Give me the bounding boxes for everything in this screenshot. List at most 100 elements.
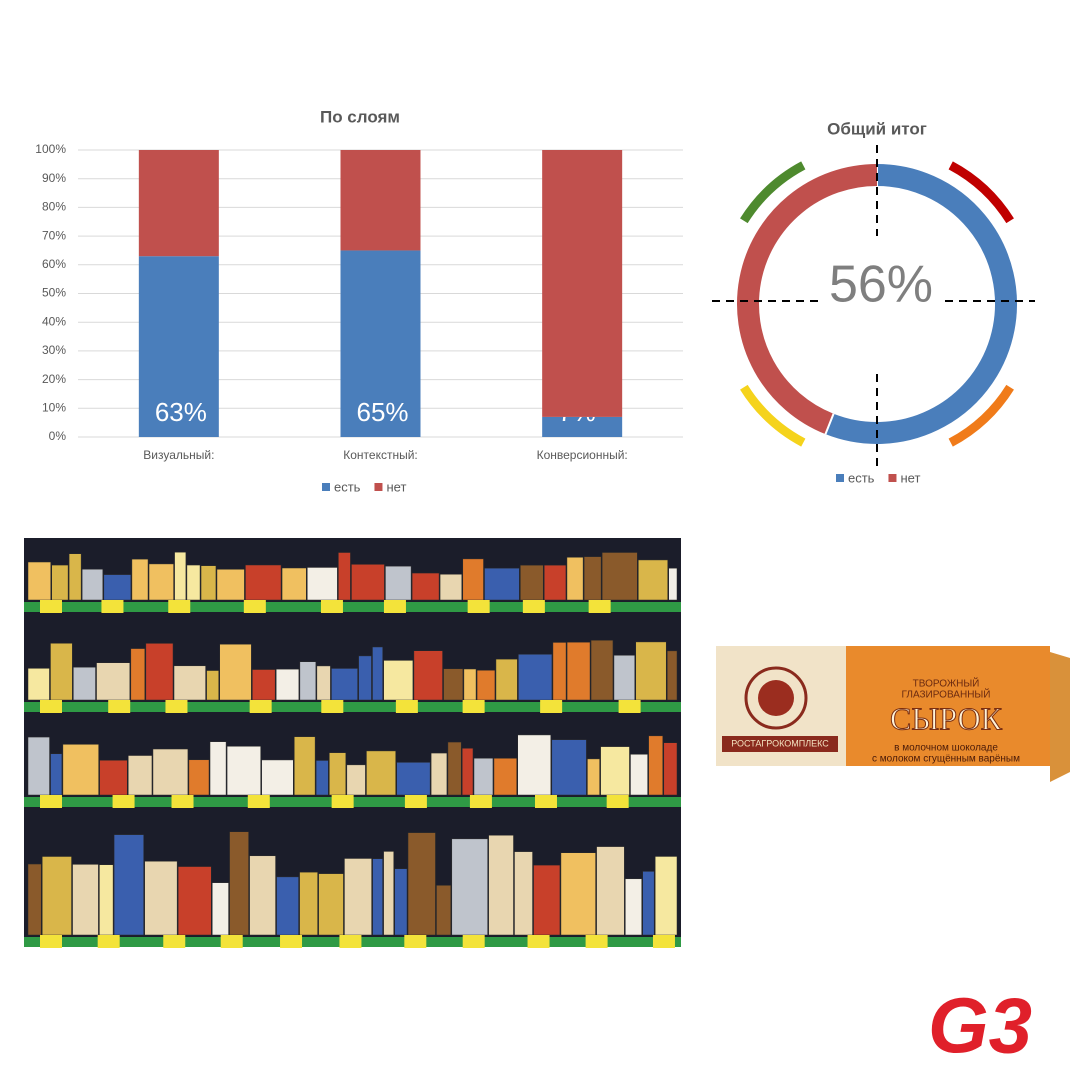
product <box>514 852 532 935</box>
y-tick-label: 30% <box>42 343 66 357</box>
legend-swatch <box>322 483 330 491</box>
product <box>649 736 663 795</box>
product <box>132 559 148 600</box>
product <box>329 753 346 795</box>
product <box>262 760 294 795</box>
legend-label: нет <box>386 479 406 494</box>
bar-segment <box>542 150 622 417</box>
price-tag <box>463 935 485 948</box>
product <box>300 872 318 935</box>
legend-label: нет <box>900 470 920 485</box>
price-tag <box>523 600 545 613</box>
product <box>28 737 50 795</box>
product <box>444 669 463 700</box>
price-tag <box>40 700 62 713</box>
product <box>276 669 299 700</box>
product <box>210 742 226 795</box>
price-tag <box>384 600 406 613</box>
product <box>230 832 249 935</box>
price-tag <box>165 700 187 713</box>
product <box>28 864 41 935</box>
product <box>69 554 81 600</box>
product <box>252 670 275 700</box>
price-tag <box>108 700 130 713</box>
product <box>307 567 337 600</box>
product <box>317 666 331 700</box>
product <box>602 553 637 600</box>
product <box>338 553 350 600</box>
product <box>414 651 443 700</box>
price-tag <box>280 935 302 948</box>
product <box>366 751 395 795</box>
product <box>667 651 677 700</box>
y-tick-label: 10% <box>42 400 66 414</box>
product <box>99 865 113 935</box>
price-tag <box>163 935 185 948</box>
price-tag <box>321 600 343 613</box>
product <box>28 668 49 700</box>
product <box>319 874 344 935</box>
price-tag <box>168 600 190 613</box>
product <box>217 569 244 600</box>
product <box>250 856 276 935</box>
product <box>561 853 596 935</box>
product <box>567 557 583 600</box>
product <box>282 568 306 600</box>
product <box>153 749 188 795</box>
product <box>73 864 99 935</box>
product <box>114 835 144 935</box>
x-tick-label: Визуальный: <box>143 448 214 462</box>
data-label: 63% <box>155 397 207 427</box>
product <box>220 644 252 700</box>
box-emblem <box>758 680 794 716</box>
product-box: РОСТАГРОКОМПЛЕКС ТВОРОЖНЫЙ ГЛАЗИРОВАННЫЙ… <box>716 646 1070 782</box>
box-name: СЫРОК <box>890 700 1003 736</box>
price-tag <box>535 795 557 808</box>
price-tag <box>172 795 194 808</box>
price-tag <box>528 935 550 948</box>
center-label: 56% <box>829 256 933 314</box>
box-text: ГЛАЗИРОВАННЫЙ <box>902 688 991 701</box>
product <box>82 569 103 600</box>
price-tag <box>101 600 123 613</box>
chart-title: Общий итог <box>827 119 927 138</box>
product <box>344 858 371 935</box>
box-brand: РОСТАГРОКОМПЛЕКС <box>731 738 829 748</box>
price-tag <box>40 600 62 613</box>
product <box>175 552 186 600</box>
product <box>462 748 473 795</box>
product <box>395 869 407 935</box>
box-text: в молочном шоколаде <box>894 743 998 754</box>
product <box>520 565 543 600</box>
product <box>384 851 394 935</box>
product <box>178 867 211 935</box>
product <box>227 746 261 795</box>
product <box>294 737 315 795</box>
product <box>97 663 130 700</box>
product <box>373 859 383 935</box>
data-label: 65% <box>357 397 409 427</box>
product <box>385 566 411 600</box>
product <box>384 660 413 700</box>
product <box>518 654 552 700</box>
price-tag <box>619 700 641 713</box>
price-tag <box>404 935 426 948</box>
chart-title: По слоям <box>320 107 400 126</box>
product <box>52 565 68 600</box>
price-tag <box>332 795 354 808</box>
product <box>408 833 435 935</box>
price-tag <box>40 935 62 948</box>
price-tag <box>321 700 343 713</box>
product <box>567 642 590 700</box>
product <box>316 760 328 795</box>
product <box>485 568 520 600</box>
logo: G3 <box>928 982 1032 1070</box>
box-text: ТВОРОЖНЫЙ <box>913 677 980 690</box>
product <box>630 754 647 795</box>
product <box>587 759 599 795</box>
product <box>534 865 560 935</box>
product <box>189 760 209 795</box>
x-tick-label: Контекстный: <box>343 448 418 462</box>
product <box>28 562 51 600</box>
product <box>463 559 484 600</box>
